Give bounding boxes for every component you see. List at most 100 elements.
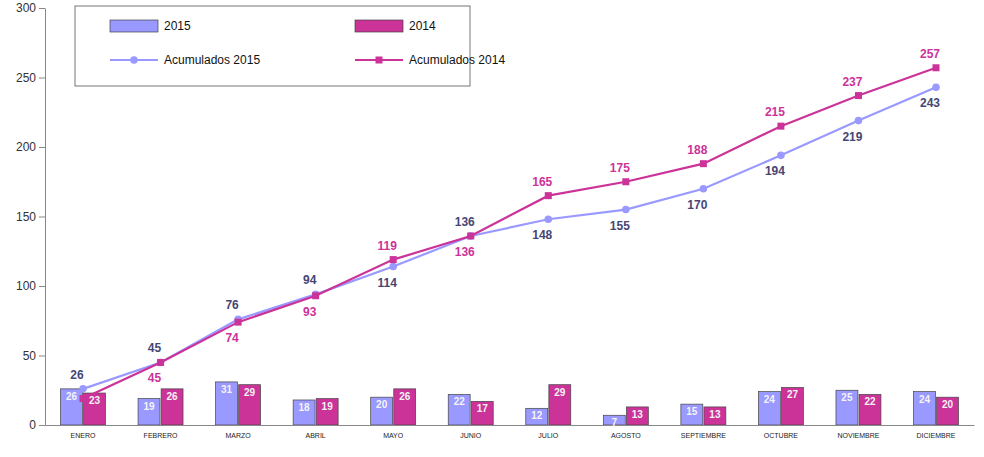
x-tick: SEPTIEMBRE — [681, 425, 726, 439]
line-marker — [390, 256, 397, 263]
y-tick-mark — [39, 286, 45, 287]
x-tick: ABRIL — [306, 425, 326, 439]
bar-label: 19 — [143, 401, 155, 412]
line-marker — [157, 359, 165, 367]
x-axis-line — [46, 425, 975, 426]
bar — [781, 387, 803, 425]
bar-label: 26 — [66, 391, 78, 402]
line-label: 194 — [765, 164, 785, 178]
x-tick: OCTUBRE — [764, 425, 799, 439]
x-tick-label: MAYO — [383, 432, 404, 439]
x-tick: MARZO — [225, 425, 251, 439]
bar-label: 29 — [244, 387, 256, 398]
x-tick-label: MARZO — [225, 432, 251, 439]
line-marker — [312, 292, 319, 299]
line-marker — [777, 152, 785, 160]
x-tick-label: ABRIL — [306, 432, 326, 439]
bar-label: 15 — [686, 406, 698, 417]
y-tick-mark — [39, 356, 45, 357]
legend-swatch — [110, 20, 158, 32]
line-label: 136 — [455, 215, 475, 229]
y-tick-mark — [39, 147, 45, 148]
bar-label: 13 — [709, 409, 721, 420]
bar-label: 24 — [764, 394, 776, 405]
y-tick-label: 200 — [16, 140, 36, 154]
labels: 2619311820221271524252423262919261729131… — [66, 47, 954, 429]
legend-marker — [376, 57, 383, 64]
y-tick-label: 250 — [16, 71, 36, 85]
bar — [859, 394, 881, 425]
x-tick-label: AGOSTO — [611, 432, 641, 439]
bar-label: 25 — [841, 392, 853, 403]
x-tick: ENERO — [71, 425, 96, 439]
legend-marker — [130, 56, 138, 64]
bar — [836, 390, 858, 425]
x-tick-label: ENERO — [71, 432, 96, 439]
line — [83, 68, 936, 399]
line-marker — [932, 83, 940, 91]
bar — [161, 389, 183, 425]
x-axis: ENEROFEBREROMARZOABRILMAYOJUNIOJULIOAGOS… — [46, 425, 975, 439]
legend-label: Acumulados 2014 — [409, 53, 505, 67]
line-label: 94 — [303, 273, 317, 287]
bar — [526, 408, 548, 425]
bar-label: 7 — [612, 417, 618, 428]
bar — [471, 401, 493, 425]
bar — [937, 397, 959, 425]
line-label: 136 — [455, 245, 475, 259]
line-label: 119 — [378, 239, 398, 253]
y-tick-mark — [39, 78, 45, 79]
legend: 20152014Acumulados 2015Acumulados 2014 — [75, 6, 505, 86]
x-tick-label: JUNIO — [460, 432, 482, 439]
line-marker — [467, 232, 475, 240]
line-marker — [622, 206, 630, 214]
line-marker — [467, 232, 474, 239]
line-marker — [855, 92, 862, 99]
bar-label: 12 — [531, 410, 543, 421]
bar — [626, 407, 648, 425]
line-marker — [389, 263, 397, 271]
line-label: 26 — [70, 368, 84, 382]
y-tick: 0 — [29, 418, 45, 432]
bar — [549, 385, 571, 425]
line-marker — [235, 319, 242, 326]
bar-label: 23 — [89, 395, 101, 406]
line-label: 188 — [687, 143, 707, 157]
bar-label: 29 — [554, 387, 566, 398]
line-label: 175 — [610, 161, 630, 175]
line-label: 155 — [610, 219, 630, 233]
bar — [704, 407, 726, 425]
legend-label: Acumulados 2015 — [164, 53, 260, 67]
line-marker — [933, 64, 940, 71]
bar-label: 31 — [221, 384, 233, 395]
x-tick-label: DICIEMBRE — [917, 432, 956, 439]
x-tick-label: SEPTIEMBRE — [681, 432, 726, 439]
marks — [61, 64, 959, 425]
line-label: 243 — [920, 96, 940, 110]
y-tick-label: 50 — [23, 349, 37, 363]
x-tick-label: JULIO — [538, 432, 558, 439]
line-label: 114 — [378, 276, 398, 290]
y-tick-label: 300 — [16, 1, 36, 15]
y-tick: 50 — [23, 349, 45, 363]
bar-label: 22 — [454, 396, 466, 407]
bar-label: 27 — [787, 389, 799, 400]
bar-label: 26 — [399, 391, 411, 402]
chart: 050100150200250300ENEROFEBREROMARZOABRIL… — [0, 0, 984, 457]
line — [83, 87, 936, 389]
bar — [371, 397, 393, 425]
bar — [914, 392, 936, 425]
bar — [758, 392, 780, 425]
line-marker — [545, 192, 552, 199]
y-tick: 300 — [16, 1, 45, 15]
x-tick: DICIEMBRE — [917, 425, 956, 439]
line-label: 74 — [225, 331, 239, 345]
legend-label: 2015 — [164, 19, 191, 33]
bar — [448, 394, 470, 425]
line-marker — [700, 160, 707, 167]
line-label: 215 — [765, 105, 785, 119]
line-label: 148 — [532, 228, 552, 242]
y-tick: 200 — [16, 140, 45, 154]
line-label: 45 — [148, 341, 162, 355]
bar-label: 17 — [477, 403, 489, 414]
